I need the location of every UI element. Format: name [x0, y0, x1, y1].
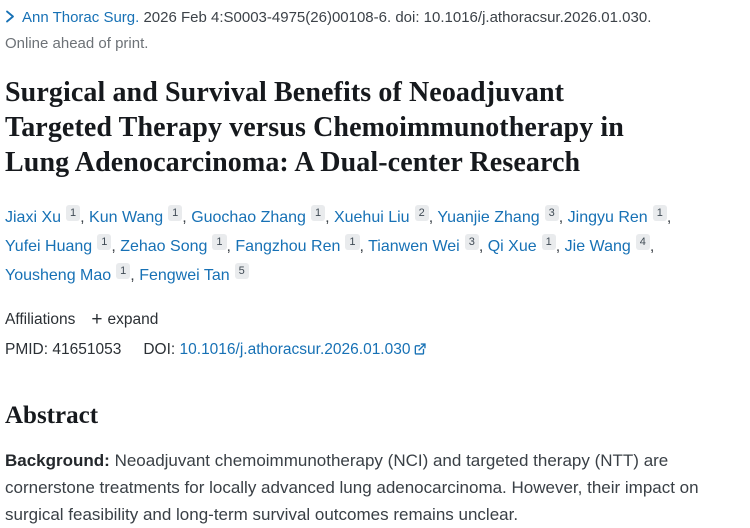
author-affiliation-number[interactable]: 1	[66, 205, 81, 221]
author-link[interactable]: Jiaxi Xu	[5, 209, 62, 226]
author-separator: ,	[130, 267, 140, 284]
affiliations-row: Affiliations + expand	[5, 309, 742, 330]
external-link-icon[interactable]	[413, 341, 427, 363]
doi-link[interactable]: 10.1016/j.athoracsur.2026.01.030	[179, 341, 411, 358]
author-separator: ,	[111, 238, 121, 255]
author-link[interactable]: Jingyu Ren	[567, 209, 648, 226]
author-separator: ,	[666, 209, 672, 226]
author-link[interactable]: Fangzhou Ren	[235, 238, 341, 255]
author-separator: ,	[226, 238, 236, 255]
author-separator: ,	[325, 209, 334, 226]
author-link[interactable]: Kun Wang	[89, 209, 164, 226]
background-label: Background:	[5, 451, 115, 470]
author-link[interactable]: Jie Wang	[564, 238, 631, 255]
author-affiliation-number[interactable]: 1	[310, 205, 326, 221]
author-link[interactable]: Xuehui Liu	[333, 209, 410, 226]
author-affiliation-number[interactable]: 1	[652, 205, 667, 221]
plus-icon: +	[91, 308, 103, 330]
author-link[interactable]: Guochao Zhang	[191, 209, 306, 226]
author-separator: ,	[428, 209, 438, 226]
author-affiliation-number[interactable]: 1	[212, 234, 227, 250]
author-affiliation-number[interactable]: 3	[544, 205, 559, 221]
author-affiliation-number[interactable]: 1	[97, 234, 112, 250]
affiliations-label: Affiliations	[5, 311, 76, 328]
author-link[interactable]: Yuanjie Zhang	[437, 209, 540, 226]
author-separator: ,	[478, 238, 488, 255]
author-separator: ,	[359, 238, 369, 255]
author-affiliation-number[interactable]: 1	[345, 234, 360, 250]
author-separator: ,	[555, 238, 565, 255]
abstract-background-paragraph: Background: Neoadjuvant chemoimmunothera…	[5, 447, 742, 528]
author-affiliation-number[interactable]: 2	[414, 205, 429, 221]
author-affiliation-number[interactable]: 1	[168, 205, 183, 221]
author-affiliation-number[interactable]: 1	[116, 263, 131, 279]
online-ahead-of-print-status: Online ahead of print.	[5, 35, 149, 52]
doi-label: DOI:	[143, 341, 180, 358]
chevron-right-icon[interactable]	[5, 8, 15, 29]
author-link[interactable]: Yufei Huang	[5, 238, 93, 255]
author-link[interactable]: Yousheng Mao	[5, 267, 112, 284]
author-link[interactable]: Qi Xue	[487, 238, 537, 255]
pmid-label: PMID:	[5, 341, 53, 358]
abstract-heading: Abstract	[5, 402, 99, 429]
citation-details: 2026 Feb 4:S0003-4975(26)00108-6. doi: 1…	[139, 9, 652, 26]
expand-affiliations-button[interactable]: + expand	[91, 308, 159, 330]
author-affiliation-number[interactable]: 3	[464, 234, 479, 250]
author-link[interactable]: Zehao Song	[120, 238, 208, 255]
author-affiliation-number[interactable]: 5	[234, 263, 249, 279]
author-separator: ,	[182, 209, 192, 226]
author-affiliation-number[interactable]: 1	[541, 234, 556, 250]
pmid-value: 41651053	[52, 341, 122, 358]
journal-citation-row: Ann Thorac Surg. 2026 Feb 4:S0003-4975(2…	[5, 7, 735, 29]
authors-list: Jiaxi Xu 1, Kun Wang 1, Guochao Zhang 1, Xu…	[5, 203, 673, 290]
identifiers-row: PMID: 41651053 DOI: 10.1016/j.athoracsur.…	[5, 339, 742, 363]
expand-label: expand	[107, 310, 159, 328]
article-title: Surgical and Survival Benefits of Neoadj…	[5, 77, 624, 178]
author-link[interactable]: Tianwen Wei	[368, 238, 460, 255]
author-separator: ,	[558, 209, 568, 226]
author-affiliation-number[interactable]: 4	[635, 234, 650, 250]
author-link[interactable]: Fengwei Tan	[139, 267, 230, 284]
journal-abbreviation-link[interactable]: Ann Thorac Surg.	[22, 9, 140, 26]
author-separator: ,	[80, 209, 90, 226]
author-separator: ,	[649, 238, 655, 255]
